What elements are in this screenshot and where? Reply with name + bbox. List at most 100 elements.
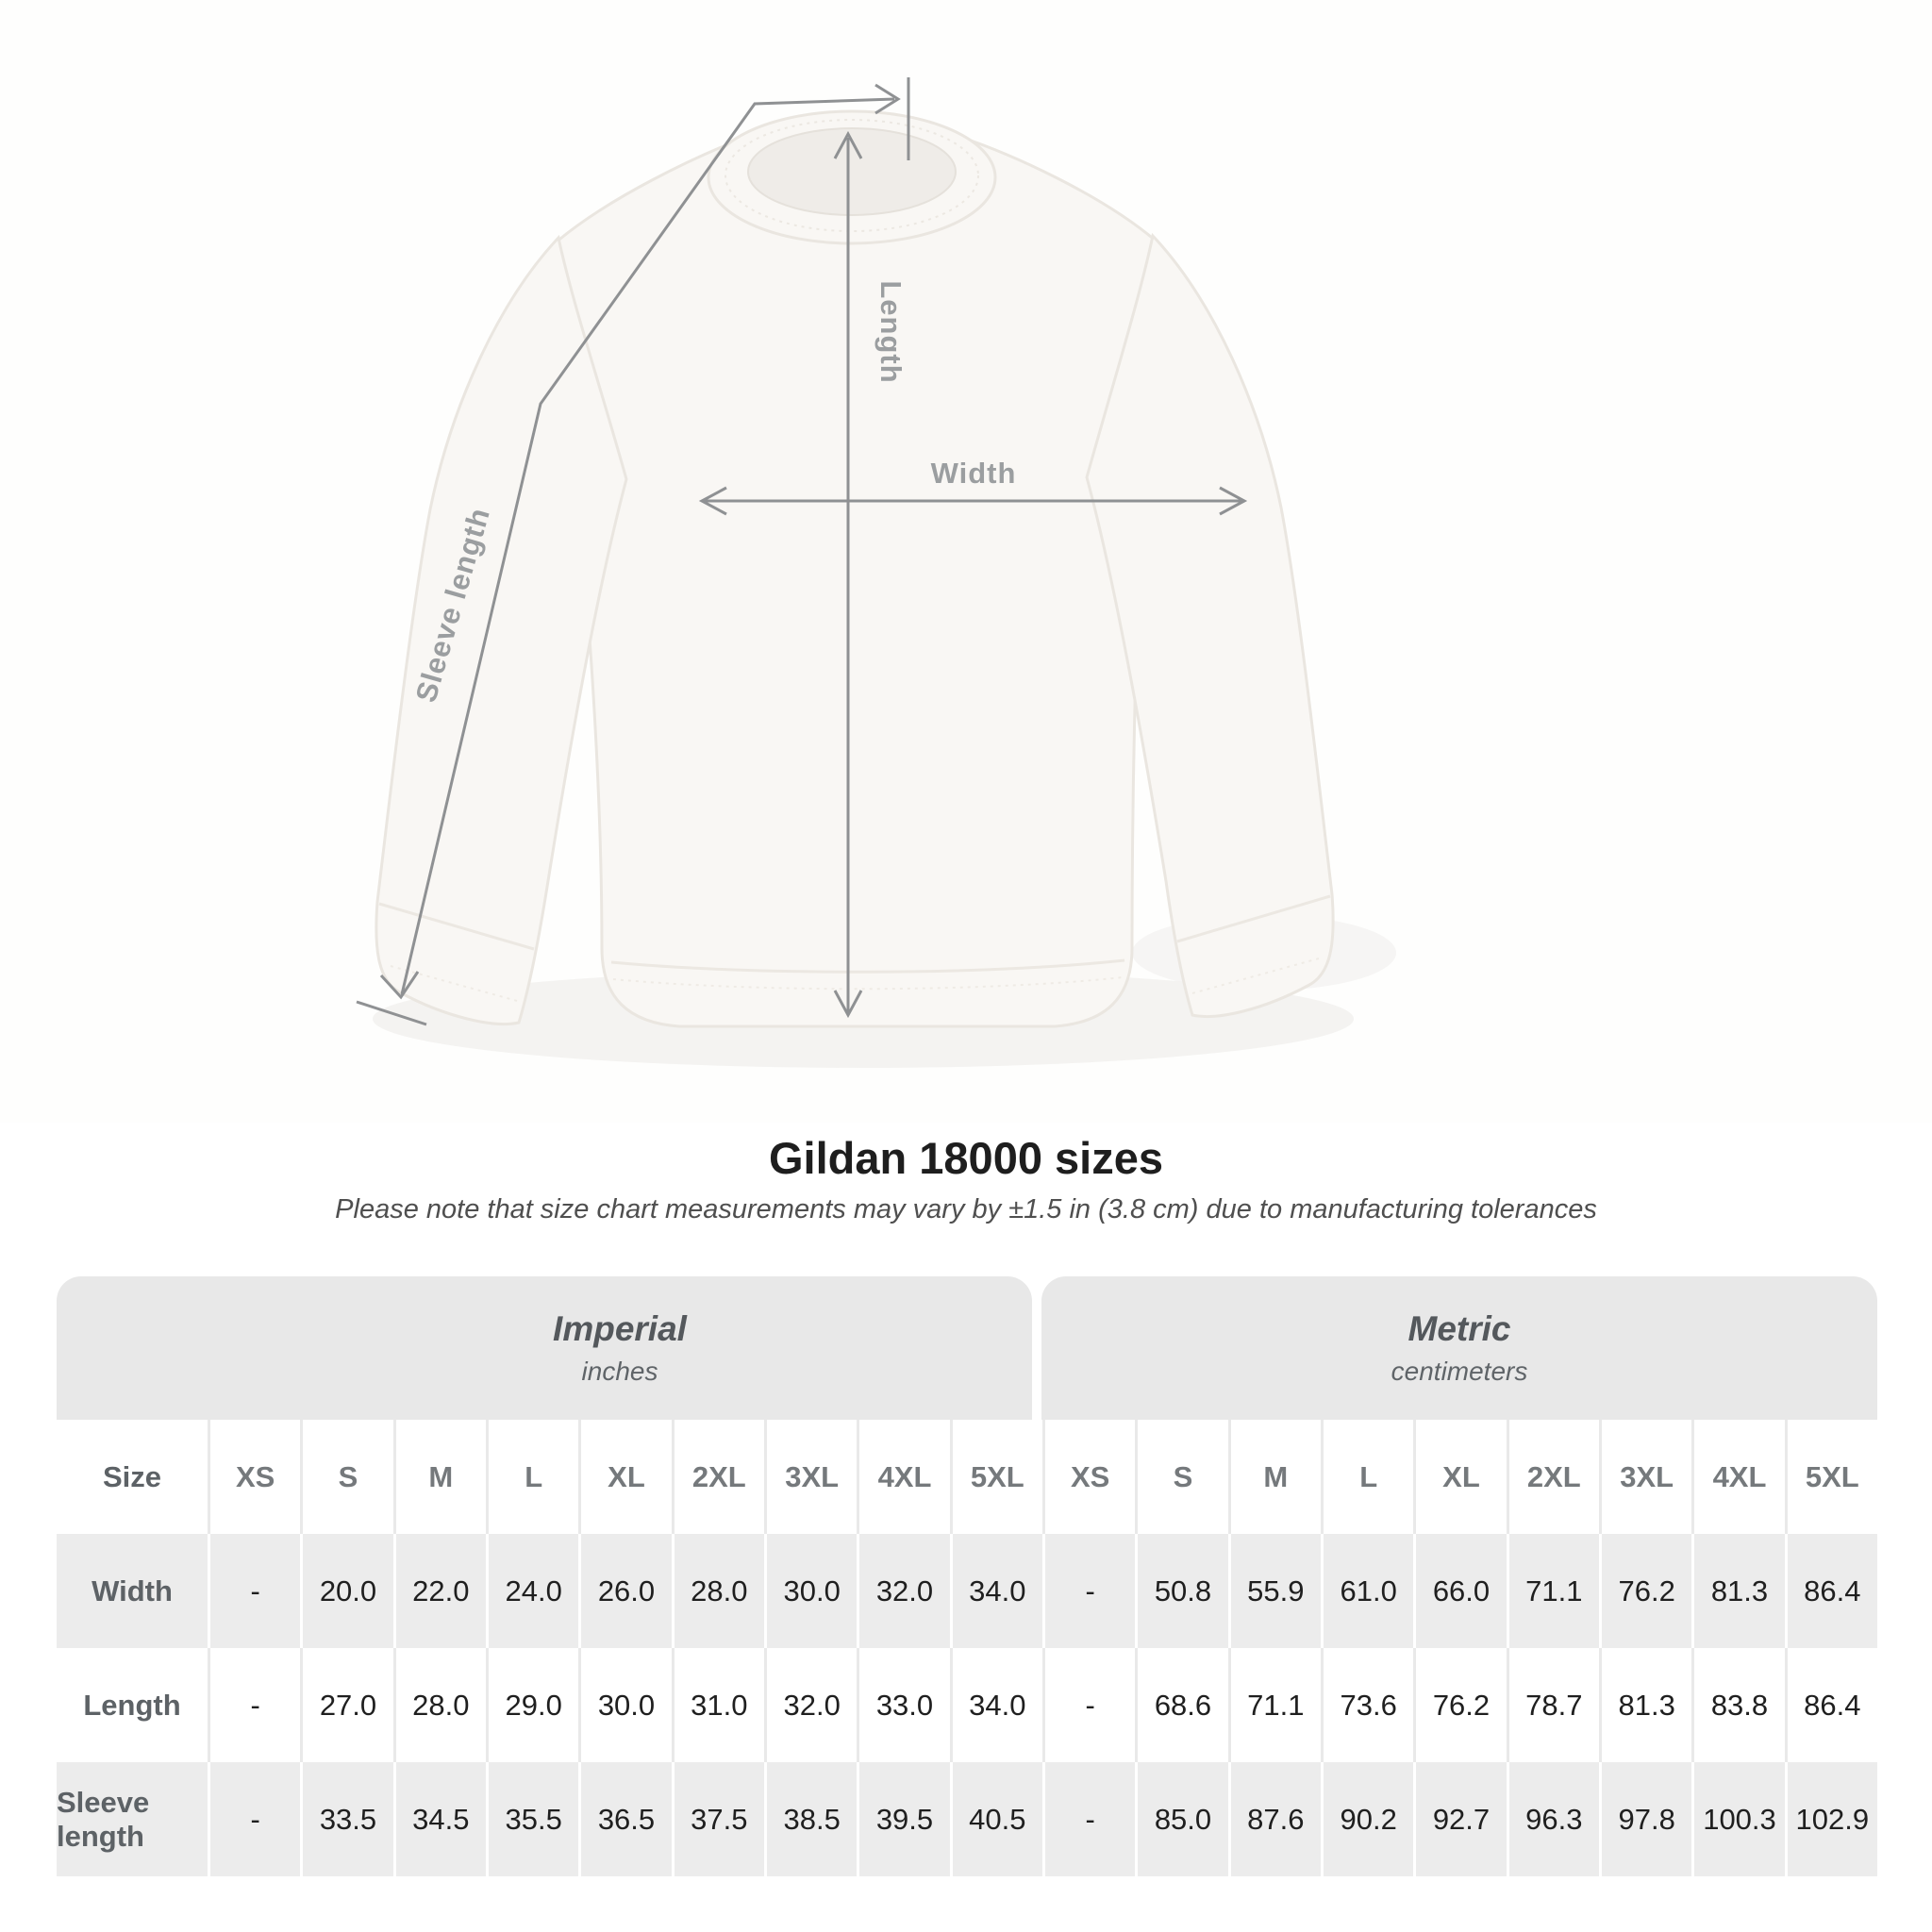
table-cell: 34.5 <box>392 1762 486 1876</box>
table-cell: 73.6 <box>1321 1648 1413 1762</box>
table-cell: 33.0 <box>857 1648 949 1762</box>
table-cell: 34.0 <box>949 1648 1042 1762</box>
column-header-m-imperial: M <box>392 1420 486 1534</box>
row-label: Length <box>83 1688 181 1722</box>
table-cell: - <box>208 1648 300 1762</box>
table-cell: 29.0 <box>486 1648 578 1762</box>
column-header-xs-imperial: XS <box>208 1420 300 1534</box>
table-cell: - <box>1042 1534 1135 1648</box>
imperial-group-unit: inches <box>581 1357 658 1386</box>
table-cell: 39.5 <box>857 1762 949 1876</box>
table-cell: 24.0 <box>486 1534 578 1648</box>
table-cell: 20.0 <box>300 1534 392 1648</box>
table-cell: 28.0 <box>671 1534 764 1648</box>
page-title: Gildan 18000 sizes <box>768 1133 1164 1183</box>
column-header-l-metric: L <box>1321 1420 1413 1534</box>
width-measure-line <box>698 486 1248 516</box>
table-cell: 83.8 <box>1691 1648 1784 1762</box>
table-cell: 33.5 <box>300 1762 392 1876</box>
imperial-group-label: Imperial <box>553 1309 687 1348</box>
left-cuff-seam <box>378 902 535 951</box>
table-cell: 71.1 <box>1227 1648 1321 1762</box>
table-cell: 66.0 <box>1413 1534 1506 1648</box>
column-header-4xl-imperial: 4XL <box>857 1420 949 1534</box>
table-cell: 26.0 <box>578 1534 671 1648</box>
table-cell: 36.5 <box>578 1762 671 1876</box>
column-header-l-imperial: L <box>486 1420 578 1534</box>
table-cell: 81.3 <box>1691 1534 1784 1648</box>
unit-group-band: Imperial inches Metric centimeters <box>57 1276 1877 1420</box>
table-cell: 97.8 <box>1599 1762 1691 1876</box>
table-cell: 31.0 <box>671 1648 764 1762</box>
table-cell: 37.5 <box>671 1762 764 1876</box>
metric-group-header: Metric centimeters <box>1041 1276 1877 1420</box>
tolerance-note: Please note that size chart measurements… <box>335 1194 1597 1224</box>
table-cell: 100.3 <box>1691 1762 1784 1876</box>
column-header-2xl-metric: 2XL <box>1506 1420 1599 1534</box>
table-cell: 35.5 <box>486 1762 578 1876</box>
table-cell: - <box>208 1762 300 1876</box>
table-row: Length -27.0 28.0 29.0 30.0 31.0 32.0 33.0 34.0-… <box>57 1648 1877 1762</box>
table-cell: - <box>1042 1648 1135 1762</box>
table-row: Width -20.0 22.0 24.0 26.0 28.0 30.0 32.0 34.0-5… <box>57 1534 1877 1648</box>
length-measure-line <box>833 130 863 1019</box>
table-cell: 22.0 <box>392 1534 486 1648</box>
table-cell: 96.3 <box>1506 1762 1599 1876</box>
column-header-4xl-metric: 4XL <box>1691 1420 1784 1534</box>
table-cell: 86.4 <box>1784 1534 1877 1648</box>
column-header-5xl-imperial: 5XL <box>949 1420 1042 1534</box>
collar-opening <box>747 127 957 216</box>
table-cell: 28.0 <box>392 1648 486 1762</box>
column-header-2xl-imperial: 2XL <box>671 1420 764 1534</box>
table-cell: 87.6 <box>1227 1762 1321 1876</box>
size-table: Imperial inches Metric centimeters Size X… <box>57 1276 1877 1876</box>
sweatshirt-diagram: Width Length Sleeve length <box>356 77 1354 1068</box>
row-label: Width <box>92 1574 173 1607</box>
table-cell: 34.0 <box>949 1534 1042 1648</box>
length-annotation-label: Length <box>874 280 908 383</box>
metric-group-label: Metric <box>1407 1309 1511 1348</box>
table-cell: 27.0 <box>300 1648 392 1762</box>
table-cell: 50.8 <box>1135 1534 1227 1648</box>
column-header-s-metric: S <box>1135 1420 1227 1534</box>
table-cell: - <box>1042 1762 1135 1876</box>
right-cuff-seam <box>1176 894 1331 943</box>
column-header-3xl-metric: 3XL <box>1599 1420 1691 1534</box>
table-row: Sleeve length -33.5 34.5 35.5 36.5 37.5 38.5 39… <box>57 1762 1877 1876</box>
sweatshirt-hem-stitch <box>612 976 1124 991</box>
table-cell: 68.6 <box>1135 1648 1227 1762</box>
column-header-xl-imperial: XL <box>578 1420 671 1534</box>
table-cell: 30.0 <box>578 1648 671 1762</box>
table-cell: 61.0 <box>1321 1534 1413 1648</box>
table-header-row: Size XS S M L XL 2XL 3XL 4XL 5XL XS S M L XL 2XL 3XL 4XL 5… <box>57 1420 1877 1534</box>
table-cell: 76.2 <box>1413 1648 1506 1762</box>
column-header-3xl-imperial: 3XL <box>764 1420 857 1534</box>
table-cell: 86.4 <box>1784 1648 1877 1762</box>
row-label: Sleeve length <box>57 1785 150 1853</box>
width-annotation-label: Width <box>931 457 1017 490</box>
table-cell: - <box>208 1534 300 1648</box>
table-cell: 78.7 <box>1506 1648 1599 1762</box>
metric-group-unit: centimeters <box>1391 1357 1528 1386</box>
table-cell: 71.1 <box>1506 1534 1599 1648</box>
table-cell: 38.5 <box>764 1762 857 1876</box>
size-table-grid: Size XS S M L XL 2XL 3XL 4XL 5XL XS S M L XL 2XL 3XL 4XL 5… <box>57 1420 1877 1876</box>
table-cell: 90.2 <box>1321 1762 1413 1876</box>
column-header-5xl-metric: 5XL <box>1784 1420 1877 1534</box>
table-cell: 30.0 <box>764 1534 857 1648</box>
column-header-s-imperial: S <box>300 1420 392 1534</box>
table-cell: 55.9 <box>1227 1534 1321 1648</box>
sweatshirt-right-sleeve <box>1085 232 1335 1019</box>
table-cell: 85.0 <box>1135 1762 1227 1876</box>
sleeve-measure-line <box>356 77 910 1026</box>
table-cell: 102.9 <box>1784 1762 1877 1876</box>
table-cell: 76.2 <box>1599 1534 1691 1648</box>
size-header-cell: Size <box>102 1459 162 1493</box>
column-header-m-metric: M <box>1227 1420 1321 1534</box>
column-header-xl-metric: XL <box>1413 1420 1506 1534</box>
table-cell: 81.3 <box>1599 1648 1691 1762</box>
collar-stitch <box>724 119 979 232</box>
sweatshirt-hem-band <box>610 958 1125 974</box>
table-cell: 40.5 <box>949 1762 1042 1876</box>
sweatshirt-body <box>553 117 1158 1028</box>
